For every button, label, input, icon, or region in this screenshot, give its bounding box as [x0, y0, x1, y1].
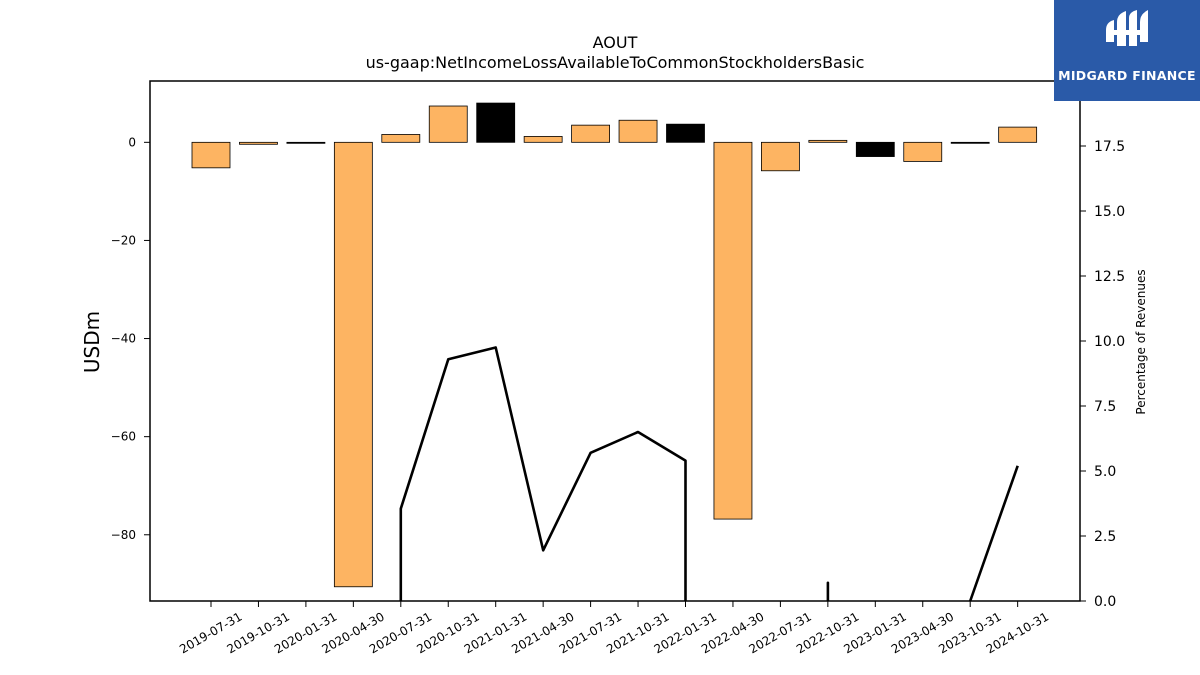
bar: [571, 124, 610, 143]
y2-axis-label: Percentage of Revenues: [1134, 269, 1148, 414]
y2-tick-label: 15.0: [1094, 204, 1125, 220]
bar: [428, 105, 468, 143]
percentage-line: [968, 465, 1019, 602]
bar: [618, 119, 658, 143]
y-tick-label: −20: [111, 233, 136, 247]
bar: [950, 141, 990, 144]
y2-tick-label: 7.5: [1094, 399, 1116, 415]
logo-text: MIDGARD FINANCE: [1058, 68, 1196, 83]
y-tick-label: −40: [111, 332, 136, 346]
bar: [808, 139, 848, 143]
bar: [713, 141, 753, 520]
bar: [855, 141, 895, 157]
bar: [666, 123, 705, 143]
y2-tick-label: 10.0: [1094, 334, 1125, 350]
midgard-finance-logo: MIDGARD FINANCE: [1054, 0, 1200, 101]
bar: [333, 141, 373, 588]
bar: [286, 141, 326, 144]
bar: [191, 141, 231, 169]
y2-tick-label: 2.5: [1094, 529, 1116, 545]
y2-tick-label: 17.5: [1094, 139, 1125, 155]
chart-title: AOUT: [593, 33, 638, 52]
y2-tick-label: 12.5: [1094, 269, 1125, 285]
bar: [523, 136, 563, 143]
y-axis-label: USDm: [80, 311, 104, 373]
percentage-line: [399, 346, 687, 601]
bar: [761, 141, 800, 172]
y2-tick-label: 0.0: [1094, 594, 1116, 610]
bar: [381, 134, 421, 143]
plot-frame: [149, 80, 1081, 602]
y-tick-label: 0: [128, 135, 136, 149]
bar: [476, 102, 516, 143]
bar: [903, 141, 943, 162]
logo-mark-icon: [1106, 10, 1148, 46]
y2-tick-label: 5.0: [1094, 464, 1116, 480]
chart-subtitle: us-gaap:NetIncomeLossAvailableToCommonSt…: [366, 53, 865, 72]
y-tick-label: −80: [111, 528, 136, 542]
y-tick-label: −60: [111, 430, 136, 444]
bar: [998, 126, 1038, 143]
bar: [239, 141, 278, 145]
